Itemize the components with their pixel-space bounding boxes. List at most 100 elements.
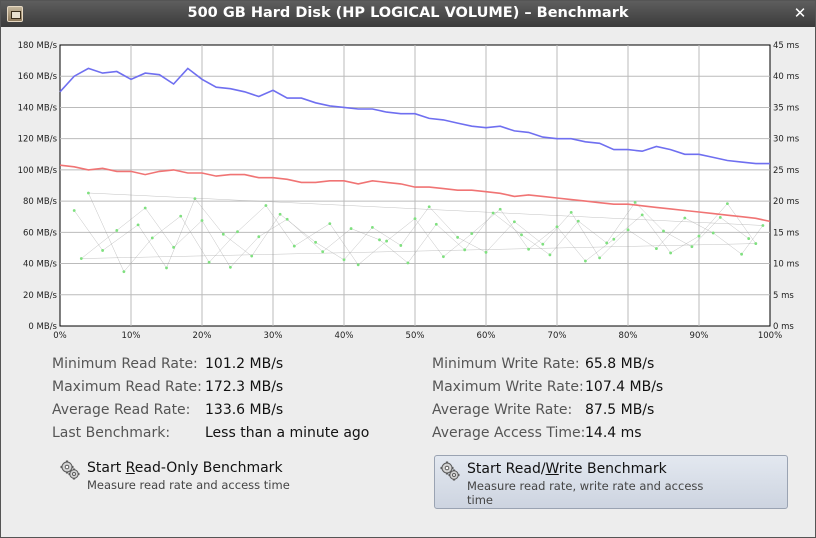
x-axis-tick-label: 90%: [690, 331, 709, 341]
left-axis-tick-label: 120 MB/s: [18, 135, 58, 145]
close-button[interactable]: ✕: [793, 4, 807, 22]
access-time-point: [399, 244, 403, 247]
x-axis-tick-label: 20%: [193, 331, 212, 341]
access-time-point: [342, 258, 346, 262]
access-time-point: [356, 263, 360, 267]
access-time-trace: [265, 205, 295, 247]
access-time-trace: [386, 218, 416, 242]
benchmark-chart: 0 MB/s 0 ms 20 MB/s 5 ms 40 MB/s 10 ms 60 MB/s…: [1, 27, 815, 342]
access-time-point: [655, 247, 658, 250]
access-time-point: [250, 254, 254, 258]
access-time-trace: [322, 228, 352, 252]
left-axis-tick-label: 40 MB/s: [23, 260, 58, 270]
access-time-trace: [521, 234, 551, 256]
access-time-trace: [464, 212, 494, 250]
access-time-trace: [287, 219, 323, 252]
access-time-point: [207, 260, 211, 264]
window-menu-icon[interactable]: [7, 6, 23, 22]
access-time-trace: [485, 221, 515, 253]
access-time-point: [264, 204, 268, 207]
access-time-point: [229, 265, 232, 269]
access-time-point: [278, 212, 282, 216]
gears-icon: [440, 461, 460, 481]
right-axis-tick-label: 30 ms: [773, 135, 800, 145]
min-read-rate-value: 101.2 MB/s: [205, 356, 284, 372]
access-time-point: [662, 229, 665, 233]
access-time-trace: [343, 227, 373, 260]
access-time-trace: [258, 219, 288, 237]
access-time-point: [669, 251, 672, 255]
access-time-point: [122, 270, 126, 274]
access-time-point: [179, 214, 183, 218]
right-axis-tick-label: 25 ms: [773, 166, 800, 176]
access-time-point: [527, 247, 530, 251]
access-time-trace: [698, 203, 728, 237]
access-time-trace: [152, 215, 181, 239]
access-time-trace: [578, 220, 607, 244]
access-time-point: [101, 249, 104, 252]
access-time-trace: [528, 226, 558, 250]
access-time-trace: [230, 236, 259, 268]
access-time-trace: [585, 239, 614, 262]
avg-read-rate-label: Average Read Rate:: [52, 402, 191, 418]
window-title: 500 GB Hard Disk (HP LOGICAL VOLUME) – B…: [187, 5, 629, 21]
x-axis-tick-label: 0%: [53, 331, 67, 341]
access-time-trace: [542, 212, 572, 245]
access-time-point: [484, 250, 488, 254]
access-time-trace: [116, 207, 146, 231]
last-benchmark-label: Last Benchmark:: [52, 425, 171, 441]
right-axis-tick-label: 0 ms: [773, 322, 794, 332]
access-time-trace: [556, 226, 586, 262]
min-write-rate-label: Minimum Write Rate:: [432, 356, 580, 372]
access-time-trace: [691, 217, 721, 247]
access-time-trace: [627, 229, 657, 249]
access-time-trace: [88, 192, 125, 272]
access-time-point: [385, 239, 388, 243]
avg-access-time-value: 14.4 ms: [585, 425, 642, 441]
access-time-point: [79, 257, 83, 260]
access-time-point: [371, 225, 374, 229]
access-time-point: [576, 219, 580, 223]
access-time-point: [221, 232, 225, 236]
access-time-point: [520, 233, 523, 237]
access-time-trace: [180, 215, 210, 263]
access-time-trace: [606, 202, 636, 244]
access-time-point: [747, 237, 751, 240]
access-time-point: [143, 206, 147, 210]
max-write-rate-value: 107.4 MB/s: [585, 379, 664, 395]
access-time-point: [427, 205, 431, 209]
access-time-trace: [194, 198, 224, 235]
title-bar[interactable]: 500 GB Hard Disk (HP LOGICAL VOLUME) – B…: [1, 1, 815, 27]
access-time-point: [548, 253, 552, 257]
access-time-trace: [294, 223, 330, 247]
access-time-point: [498, 207, 502, 211]
right-axis-tick-label: 10 ms: [773, 260, 800, 270]
access-time-trace: [414, 218, 444, 257]
access-time-trace: [123, 237, 153, 272]
access-time-point: [555, 225, 559, 229]
start-read-only-benchmark-button[interactable]: Start Read-Only Benchmark Measure read r…: [55, 455, 385, 509]
access-time-point: [690, 245, 694, 249]
access-time-trace: [549, 220, 579, 255]
access-time-point: [285, 217, 289, 221]
right-axis-tick-label: 40 ms: [773, 72, 800, 82]
access-time-point: [513, 220, 516, 224]
left-axis-tick-label: 100 MB/s: [18, 166, 58, 176]
read-only-button-label: Start Read-Only Benchmark: [87, 460, 283, 476]
access-time-trace: [429, 206, 458, 238]
access-time-trace: [73, 210, 103, 251]
access-time-point: [456, 235, 459, 239]
access-time-point: [115, 229, 119, 232]
access-time-point: [442, 255, 445, 259]
start-read-write-benchmark-button[interactable]: Start Read/Write Benchmark Measure read …: [434, 455, 788, 509]
access-time-point: [626, 228, 630, 232]
read-rate-line: [59, 67, 770, 165]
access-time-trace: [315, 242, 345, 261]
access-time-point: [292, 244, 296, 248]
access-time-trace: [329, 223, 359, 265]
access-time-trace: [613, 214, 643, 240]
access-time-point: [72, 209, 76, 212]
min-read-rate-label: Minimum Read Rate:: [52, 356, 198, 372]
access-time-trace: [741, 225, 764, 255]
